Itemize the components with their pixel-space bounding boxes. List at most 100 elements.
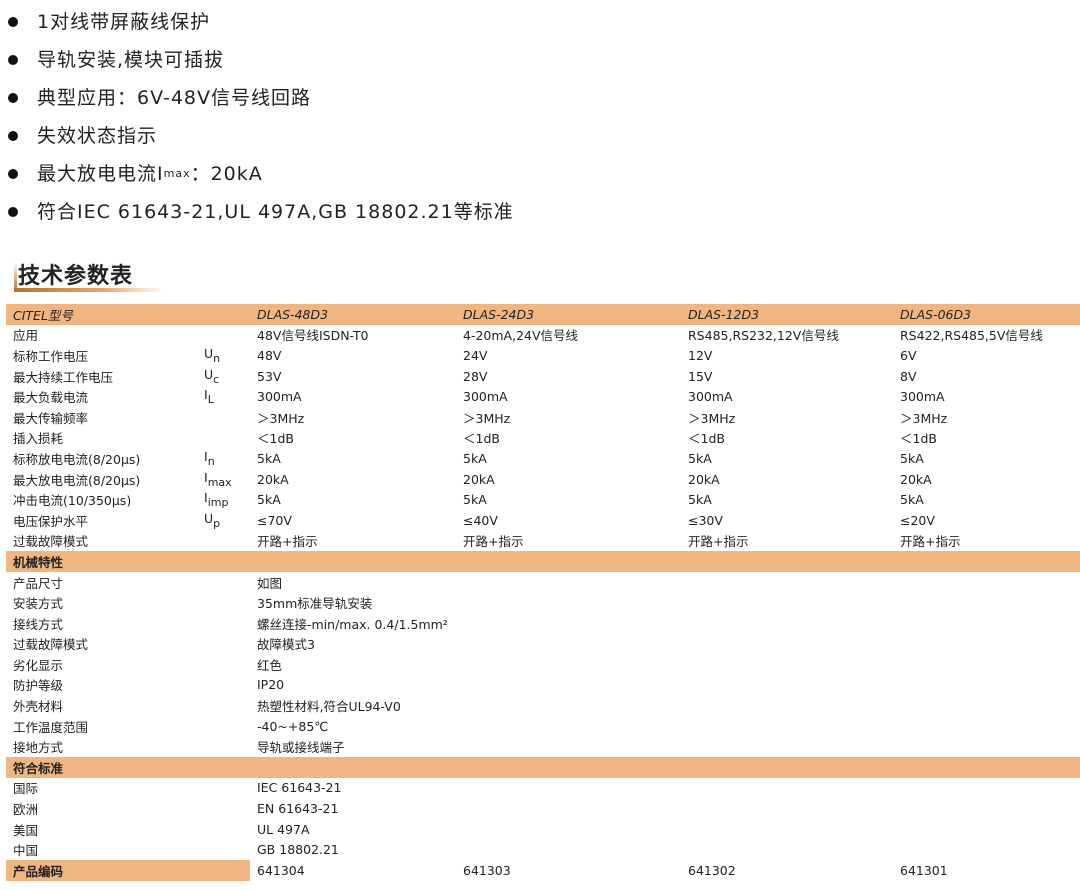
row-label: 冲击电流(10/350μs) <box>13 493 132 509</box>
cell-value: 如图 <box>257 575 283 591</box>
symbol-subscript: n <box>207 454 215 468</box>
cell-value: 300mA <box>900 389 945 405</box>
cell-value: 开路+指示 <box>900 534 961 550</box>
row-label: 过载故障模式 <box>13 534 89 550</box>
row-symbol: Iimp <box>197 489 250 510</box>
cell-value: 28V <box>463 368 488 384</box>
cell-value: 5kA <box>900 492 924 508</box>
feature-item: 1对线带屏蔽线保护 <box>8 3 514 41</box>
product-code: 641303 <box>463 862 511 878</box>
feature-text-after: ：20kA <box>190 163 263 185</box>
feature-text: 最大放电电流I <box>37 163 164 185</box>
cell-value: ＞3MHz <box>900 410 948 426</box>
row-label: 中国 <box>13 843 39 859</box>
product-code: 641301 <box>900 862 948 878</box>
section-header: 机械特性 <box>6 551 1080 572</box>
table-row: 最大负载电流 IL 300mA 300mA 300mA 300mA <box>6 386 1080 407</box>
row-symbol <box>197 407 250 428</box>
product-code: 641302 <box>688 862 736 878</box>
row-label: 过载故障模式 <box>13 637 89 653</box>
cell-value: 5kA <box>463 450 487 466</box>
cell-value: 300mA <box>688 389 733 405</box>
table-row: 插入损耗 ＜1dB ＜1dB ＜1dB ＜1dB <box>6 428 1080 449</box>
cell-value: ≤30V <box>688 512 723 528</box>
table-row: 产品尺寸 如图 <box>6 572 1080 593</box>
symbol-subscript: p <box>213 516 221 530</box>
table-row: 外壳材料 热塑性材料,符合UL94-V0 <box>6 695 1080 716</box>
header-row: CITEL型号 DLAS-48D3 DLAS-24D3 DLAS-12D3 DLAS-0… <box>6 304 1080 325</box>
row-label: 接线方式 <box>13 616 64 632</box>
row-label: 欧洲 <box>13 802 39 818</box>
cell-value: -40~+85℃ <box>257 718 329 734</box>
feature-item: 导轨安装,模块可插拔 <box>8 41 514 79</box>
row-label: 防护等级 <box>13 678 64 694</box>
section-header-row: 机械特性 <box>6 551 1080 572</box>
cell-value: 红色 <box>257 657 283 673</box>
cell-value: 300mA <box>257 389 302 405</box>
cell-value: ＜1dB <box>257 431 294 447</box>
feature-text: 1对线带屏蔽线保护 <box>37 11 211 33</box>
model-label: CITEL型号 <box>6 304 250 325</box>
bullet-icon <box>8 207 18 217</box>
row-symbol: Un <box>197 345 250 366</box>
row-symbol <box>197 531 250 552</box>
cell-value: 开路+指示 <box>257 534 318 550</box>
cell-value: ＞3MHz <box>688 410 736 426</box>
row-label: 工作温度范围 <box>13 719 89 735</box>
cell-value: 导轨或接线端子 <box>257 740 345 756</box>
row-label: 产品尺寸 <box>13 575 64 591</box>
cell-value: 5kA <box>688 450 712 466</box>
table-row: 安装方式 35mm标准导轨安装 <box>6 592 1080 613</box>
cell-value: 20kA <box>463 471 495 487</box>
bullet-icon <box>8 17 18 27</box>
cell-value: IP20 <box>257 677 285 693</box>
table-row: 过载故障模式 开路+指示 开路+指示 开路+指示 开路+指示 <box>6 531 1080 552</box>
symbol: I <box>204 469 208 485</box>
symbol: I <box>204 490 208 506</box>
feature-item: 最大放电电流I max ：20kA <box>8 155 514 193</box>
row-symbol: IL <box>197 386 250 407</box>
cell-value: ＜1dB <box>688 431 725 447</box>
cell-value: RS422,RS485,5V信号线 <box>900 328 1043 344</box>
row-label: 电压保护水平 <box>13 513 89 529</box>
symbol-subscript: L <box>207 393 214 407</box>
table-row: 应用 48V信号线ISDN-T0 4-20mA,24V信号线 RS485,RS232,… <box>6 325 1080 346</box>
table-row: 接线方式 螺丝连接-min/max. 0.4/1.5mm² <box>6 613 1080 634</box>
cell-value: 5kA <box>900 450 924 466</box>
table-row: 国际 IEC 61643-21 <box>6 778 1080 799</box>
feature-item: 失效状态指示 <box>8 117 514 155</box>
cell-value: 15V <box>688 368 713 384</box>
cell-value: 5kA <box>257 492 281 508</box>
bullet-icon <box>8 55 18 65</box>
row-symbol: Up <box>197 510 250 531</box>
cell-value: 48V <box>257 347 282 363</box>
row-label: 插入损耗 <box>13 431 64 447</box>
row-label: 劣化显示 <box>13 657 64 673</box>
row-symbol <box>197 428 250 449</box>
cell-value: 12V <box>688 347 713 363</box>
cell-value: EN 61643-21 <box>257 801 339 817</box>
feature-text: 典型应用：6V-48V信号线回路 <box>37 87 312 109</box>
cell-value: ＞3MHz <box>257 410 305 426</box>
row-label: 最大放电电流(8/20μs) <box>13 472 141 488</box>
cell-value: IEC 61643-21 <box>257 780 342 796</box>
table-row: 最大传输频率 ＞3MHz ＞3MHz ＞3MHz ＞3MHz <box>6 407 1080 428</box>
cell-value: ≤20V <box>900 512 935 528</box>
table-row: 最大持续工作电压 Uc 53V 28V 15V 8V <box>6 366 1080 387</box>
cell-value: ≤40V <box>463 512 498 528</box>
row-label: 应用 <box>13 328 39 344</box>
row-label: 美国 <box>13 822 39 838</box>
feature-text: 符合IEC 61643-21,UL 497A,GB 18802.21等标准 <box>37 201 514 223</box>
bullet-icon <box>8 169 18 179</box>
symbol-subscript: imp <box>207 496 229 510</box>
cell-value: 20kA <box>257 471 289 487</box>
row-label: 产品编码 <box>6 860 250 881</box>
row-label: 最大负载电流 <box>13 390 89 406</box>
table-row: 最大放电电流(8/20μs) Imax 20kA 20kA 20kA 20kA <box>6 469 1080 490</box>
table-row: 标称放电电流(8/20μs) In 5kA 5kA 5kA 5kA <box>6 448 1080 469</box>
section-header: 符合标准 <box>6 757 1080 778</box>
product-code-row: 产品编码 641304 641303 641302 641301 <box>6 860 1080 881</box>
cell-value: 螺丝连接-min/max. 0.4/1.5mm² <box>257 616 448 632</box>
table-row: 过载故障模式 故障模式3 <box>6 634 1080 655</box>
row-symbol: Imax <box>197 469 250 490</box>
